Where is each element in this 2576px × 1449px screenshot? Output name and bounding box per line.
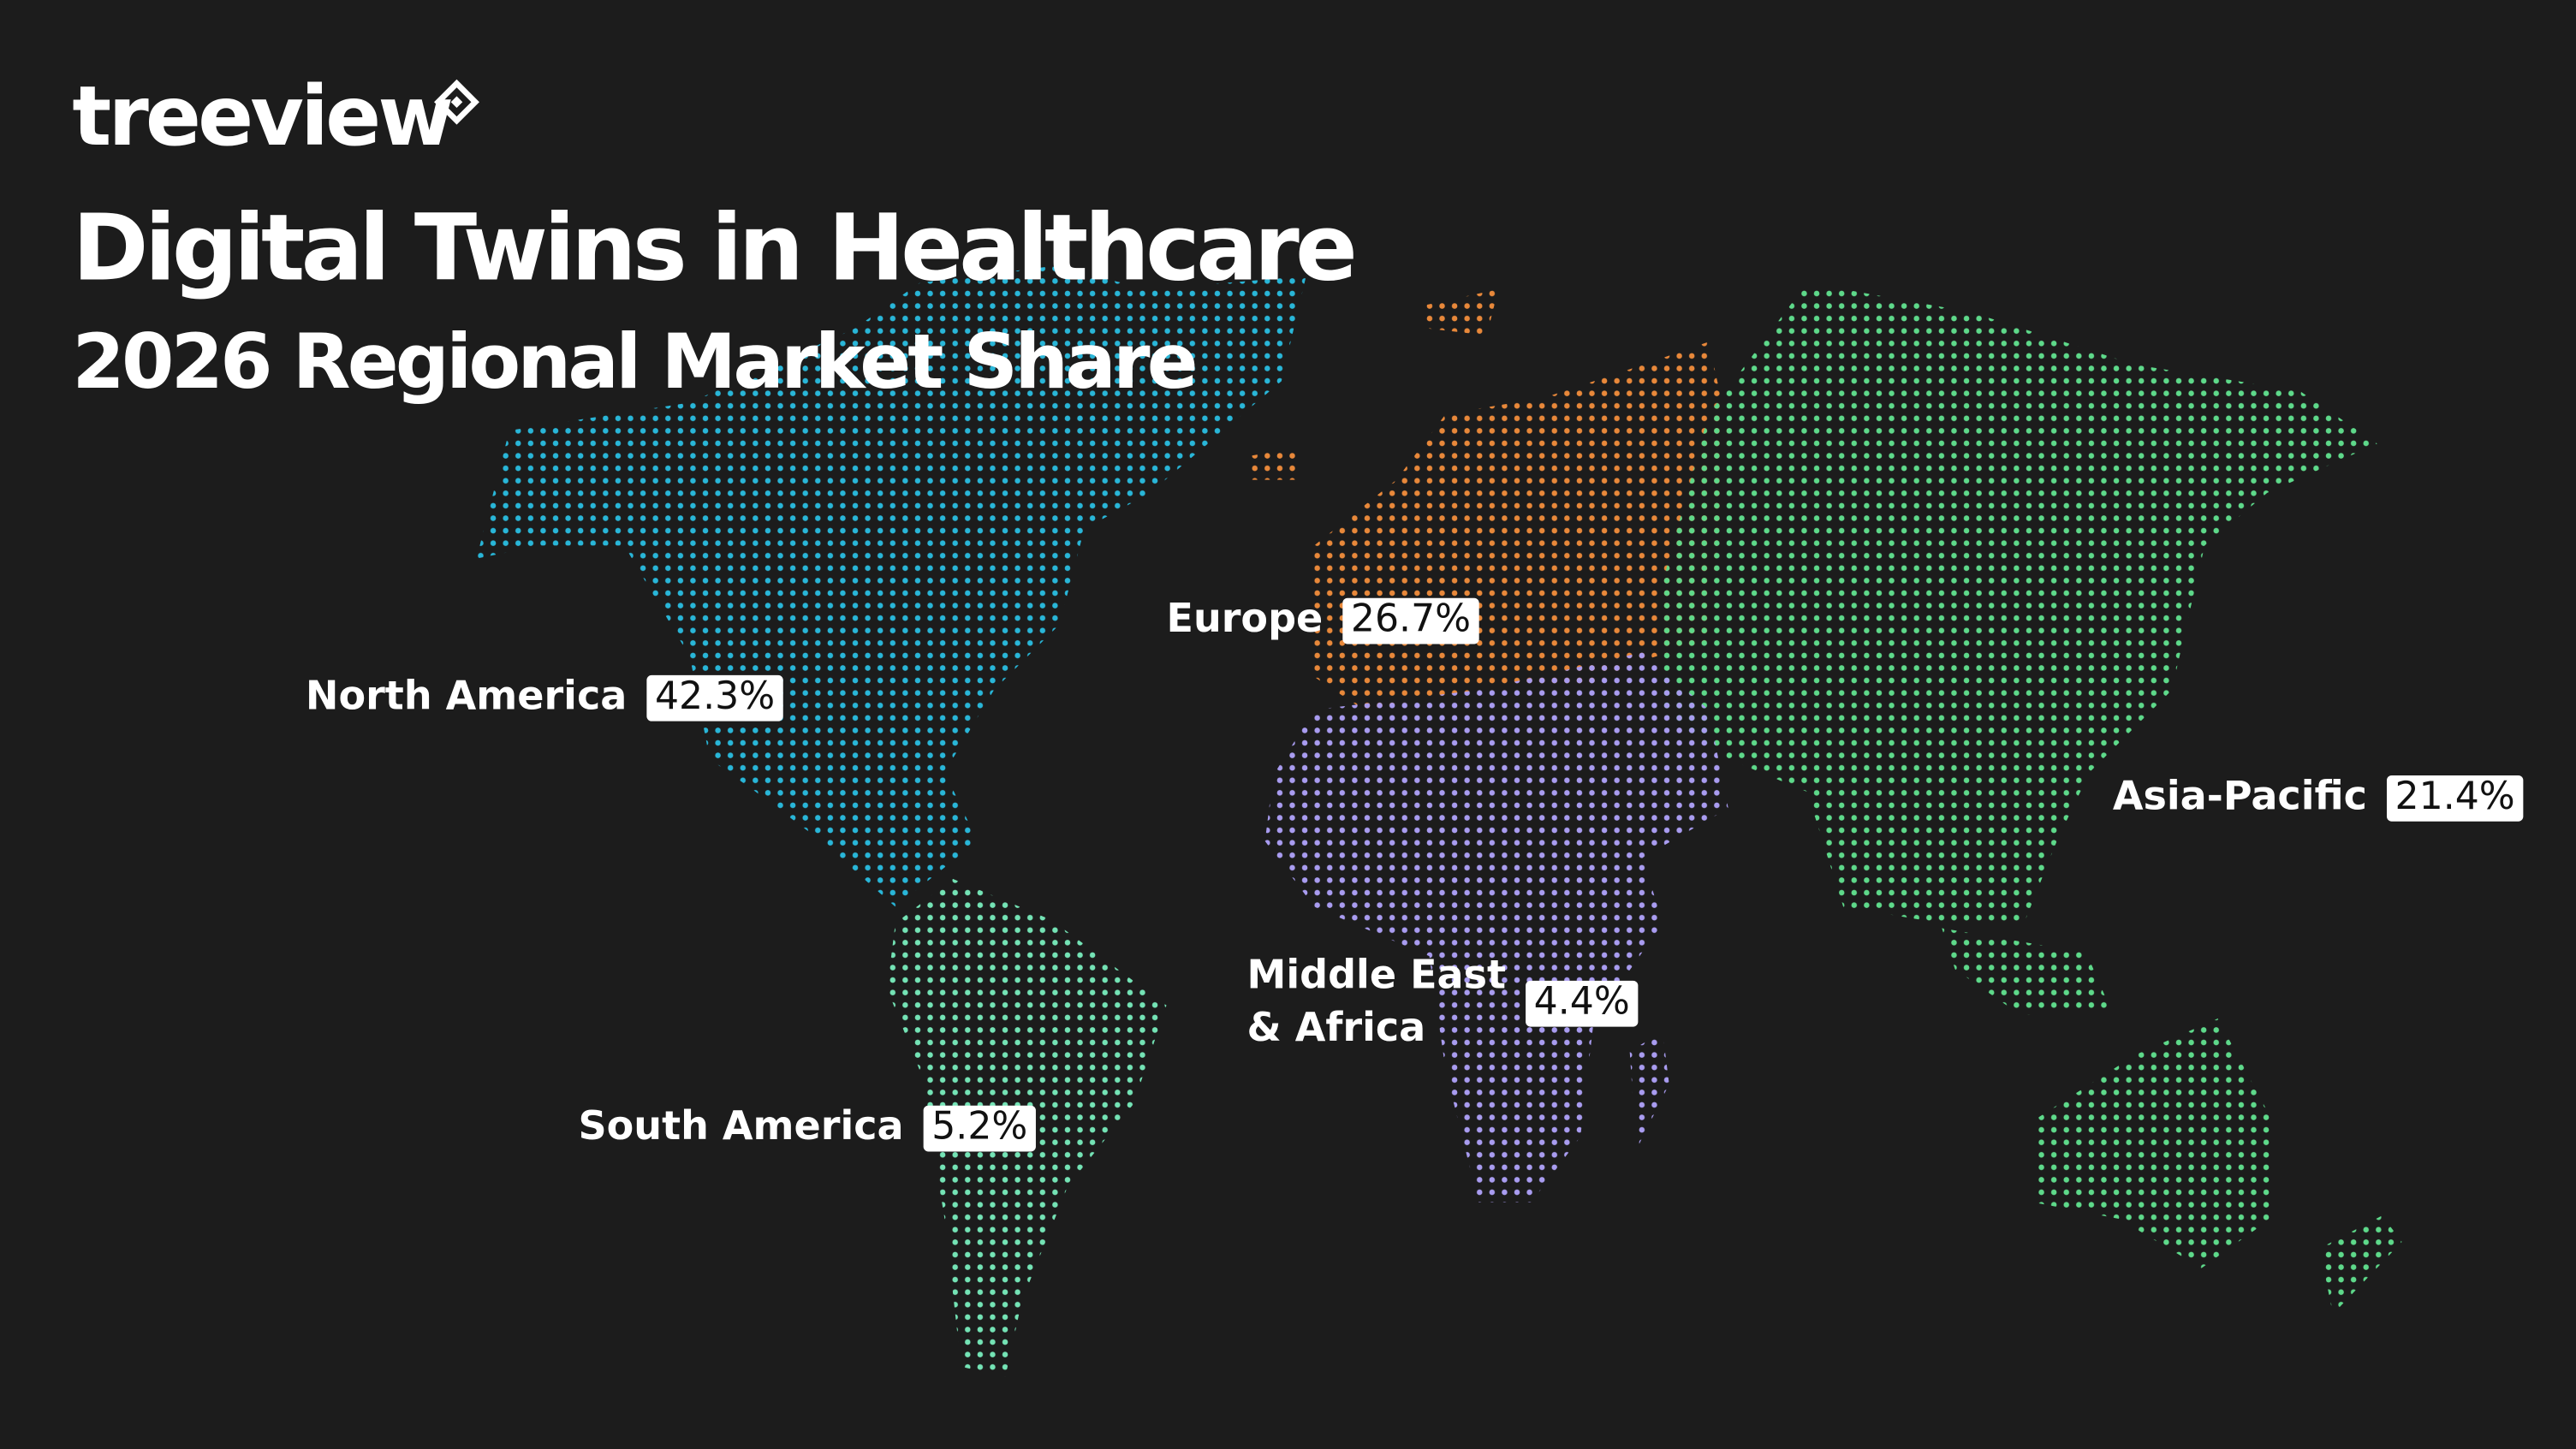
region-area — [1942, 928, 2111, 1016]
region-area — [1422, 288, 1499, 336]
title: Digital Twins in Healthcare — [72, 194, 1353, 301]
badge-box — [1526, 980, 1639, 1027]
share-value: 5.2% — [931, 1105, 1027, 1149]
badge-box — [2386, 775, 2524, 822]
share-value: 21.4% — [2395, 775, 2515, 818]
region-name: South America — [578, 1102, 903, 1149]
brand: treeview — [72, 68, 451, 164]
share-value: 26.7% — [1351, 597, 1471, 641]
land — [476, 266, 2402, 1377]
region-name: North America — [306, 672, 627, 718]
share-badge: 26.7% — [1342, 597, 1479, 644]
badge-box — [1342, 597, 1479, 644]
region-area — [2319, 1215, 2402, 1315]
region-area — [476, 266, 1306, 907]
region-area — [1659, 282, 2377, 923]
share-badge: 42.3% — [646, 674, 783, 722]
share-badge: 21.4% — [2386, 775, 2524, 822]
region-name: Europe — [1166, 595, 1323, 641]
region-area — [1629, 1031, 1669, 1150]
region-name: Asia-Pacific — [2113, 772, 2367, 818]
labels: North America 42.3% Europe 26.7% Asia-Pacifi… — [306, 595, 2524, 1152]
region-name: & Africa — [1247, 1004, 1426, 1050]
badge-box — [646, 674, 783, 722]
region-area — [1264, 652, 1728, 1203]
badge-box — [923, 1105, 1036, 1152]
subtitle: 2026 Regional Market Share — [72, 318, 1194, 406]
region-area — [2033, 1018, 2271, 1268]
region-area — [1245, 447, 1299, 480]
share-value: 4.4% — [1534, 980, 1630, 1024]
share-badge: 5.2% — [923, 1105, 1036, 1152]
region-name: Middle East — [1247, 952, 1507, 998]
share-badge: 4.4% — [1526, 980, 1639, 1027]
share-value: 42.3% — [655, 674, 775, 718]
